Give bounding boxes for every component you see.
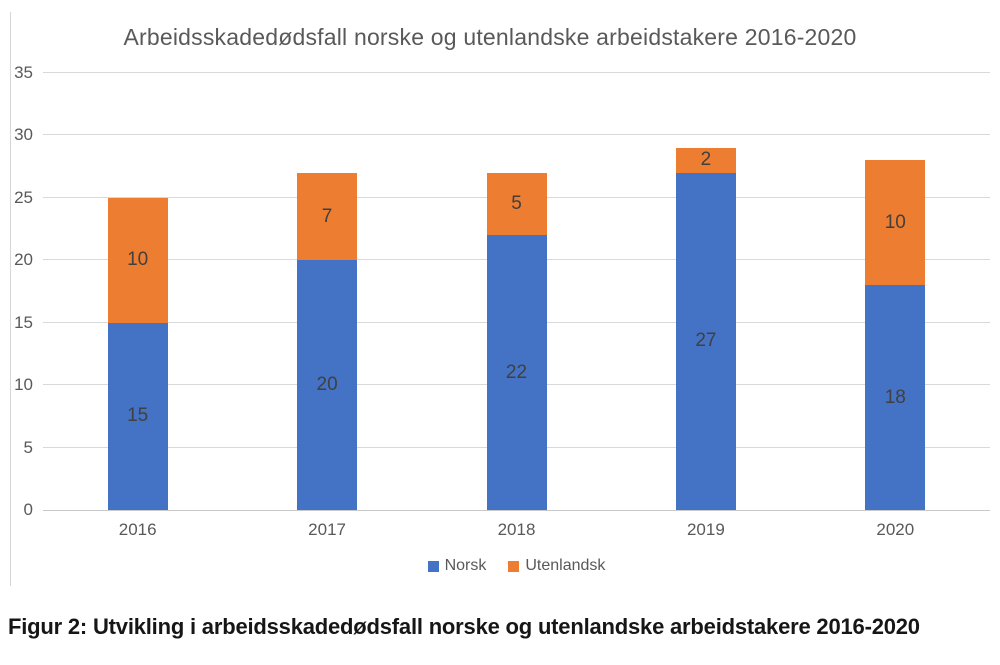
y-tick-label: 0 (23, 500, 33, 519)
bar-segment-norsk-2020: 18 (865, 285, 926, 510)
bar-segment-norsk-2019: 27 (675, 172, 736, 510)
data-label: 2 (700, 149, 712, 171)
legend: Norsk Utenlandsk (43, 554, 990, 578)
data-label: 10 (884, 211, 906, 233)
bar-segment-norsk-2016: 15 (107, 322, 168, 510)
bar-segment-utenlandsk-2018: 5 (486, 172, 547, 236)
x-tick-label: 2016 (118, 520, 157, 539)
data-label: 27 (695, 330, 717, 352)
x-tick-label: 2017 (308, 520, 346, 539)
bar-segment-utenlandsk-2019: 2 (675, 147, 736, 173)
legend-label: Norsk (444, 557, 487, 574)
chart-left-border (10, 12, 11, 586)
y-tick-label: 15 (14, 312, 33, 332)
y-tick-label: 20 (14, 250, 33, 270)
data-label: 20 (316, 374, 338, 396)
legend-label: Utenlandsk (525, 557, 606, 574)
data-label: 10 (127, 249, 149, 271)
legend-item-norsk: Norsk (427, 557, 487, 575)
y-tick-label: 25 (14, 187, 33, 207)
bar-segment-norsk-2018: 22 (486, 235, 547, 510)
x-tick-label: 2020 (876, 520, 915, 539)
gridline (43, 72, 990, 73)
bar-segment-utenlandsk-2020: 10 (865, 160, 926, 286)
y-tick-label: 30 (14, 125, 33, 145)
x-axis-line (43, 510, 990, 511)
x-tick-label: 2018 (497, 520, 536, 539)
chart-title: Arbeidsskadedødsfall norske og utenlands… (123, 24, 857, 50)
y-tick-label: 10 (14, 375, 33, 395)
data-label: 18 (884, 386, 906, 408)
data-label: 5 (511, 193, 522, 215)
chart-area: Arbeidsskadedødsfall norske og utenlands… (10, 12, 990, 586)
data-label: 7 (321, 205, 333, 227)
legend-item-utenlandsk: Utenlandsk (508, 557, 605, 575)
data-label: 15 (127, 405, 149, 427)
plot-area: 15 10 20 7 22 5 27 2 18 10 (43, 72, 990, 511)
gridline (43, 134, 990, 136)
legend-swatch-icon (427, 560, 439, 572)
data-label: 22 (505, 361, 528, 383)
bar-segment-utenlandsk-2017: 7 (297, 172, 358, 261)
bar-segment-norsk-2017: 20 (297, 260, 358, 510)
bar-segment-utenlandsk-2016: 10 (107, 197, 168, 323)
y-tick-label: 35 (14, 63, 33, 82)
x-tick-label: 2019 (686, 520, 725, 539)
legend-swatch-icon (508, 560, 520, 572)
figure-caption: Figur 2: Utvikling i arbeidsskadedødsfal… (8, 614, 920, 639)
y-tick-label: 5 (23, 437, 33, 457)
